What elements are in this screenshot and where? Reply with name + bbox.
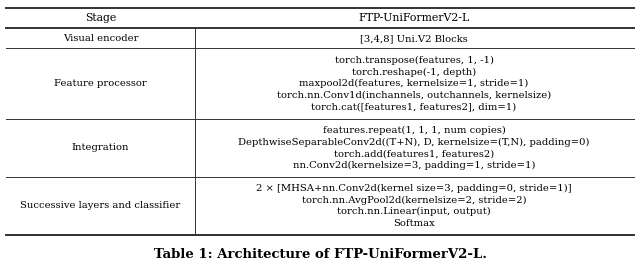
Text: torch.cat([features1, features2], dim=1): torch.cat([features1, features2], dim=1) (312, 103, 516, 112)
Text: torch.nn.AvgPool2d(kernelsize=2, stride=2): torch.nn.AvgPool2d(kernelsize=2, stride=… (302, 195, 526, 205)
Text: Stage: Stage (85, 13, 116, 23)
Text: maxpool2d(features, kernelsize=1, stride=1): maxpool2d(features, kernelsize=1, stride… (300, 79, 529, 88)
Text: torch.transpose(features, 1, -1): torch.transpose(features, 1, -1) (335, 56, 493, 65)
Text: Visual encoder: Visual encoder (63, 34, 138, 43)
Text: torch.add(features1, features2): torch.add(features1, features2) (334, 149, 494, 158)
Text: torch.nn.Linear(input, output): torch.nn.Linear(input, output) (337, 207, 491, 216)
Text: Feature processor: Feature processor (54, 79, 147, 88)
Text: DepthwiseSeparableConv2d((T+N), D, kernelsize=(T,N), padding=0): DepthwiseSeparableConv2d((T+N), D, kerne… (238, 138, 590, 147)
Text: FTP-UniFormerV2-L: FTP-UniFormerV2-L (358, 13, 470, 23)
Text: 2 × [MHSA+nn.Conv2d(kernel size=3, padding=0, stride=1)]: 2 × [MHSA+nn.Conv2d(kernel size=3, paddi… (256, 184, 572, 193)
Text: Successive layers and classifier: Successive layers and classifier (20, 201, 180, 210)
Text: torch.nn.Conv1d(inchannels, outchannels, kernelsize): torch.nn.Conv1d(inchannels, outchannels,… (277, 91, 551, 100)
Text: nn.Conv2d(kernelsize=3, padding=1, stride=1): nn.Conv2d(kernelsize=3, padding=1, strid… (293, 161, 535, 170)
Text: Softmax: Softmax (393, 219, 435, 228)
Text: torch.reshape(-1, depth): torch.reshape(-1, depth) (352, 68, 476, 76)
Text: [3,4,8] Uni.V2 Blocks: [3,4,8] Uni.V2 Blocks (360, 34, 468, 43)
Text: Table 1: Architecture of FTP-UniFormerV2-L.: Table 1: Architecture of FTP-UniFormerV2… (154, 248, 486, 261)
Text: features.repeat(1, 1, 1, num copies): features.repeat(1, 1, 1, num copies) (323, 126, 506, 135)
Text: Integration: Integration (72, 143, 129, 153)
